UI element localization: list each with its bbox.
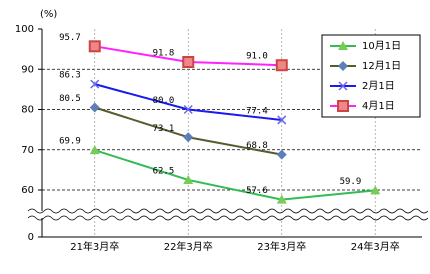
marker	[277, 115, 287, 125]
x-tick-label: 23年3月卒	[257, 240, 306, 253]
legend-marker	[337, 100, 349, 112]
x-tick-label: 21年3月卒	[70, 240, 119, 253]
x-tick-label: 24年3月卒	[351, 240, 400, 253]
marker	[276, 194, 287, 204]
data-label: 95.7	[59, 33, 81, 43]
x-tick-label: 22年3月卒	[164, 240, 213, 253]
marker	[183, 174, 194, 184]
marker	[88, 40, 101, 53]
legend-label: 4月1日	[362, 100, 395, 112]
marker	[370, 185, 381, 195]
data-label: 80.0	[153, 96, 175, 106]
legend-marker	[338, 61, 348, 71]
marker	[275, 59, 288, 72]
legend-marker	[338, 41, 348, 50]
legend: 10月1日 12月1日 2月1日 4月1日	[321, 34, 421, 118]
marker	[183, 104, 193, 115]
y-tick-label: 90	[21, 64, 34, 75]
marker	[183, 132, 194, 143]
legend-marker	[338, 81, 348, 91]
data-label: 80.5	[59, 94, 81, 104]
marker	[90, 79, 100, 89]
legend-label: 12月1日	[362, 60, 401, 72]
marker	[89, 145, 100, 155]
y-tick-label: 0	[28, 232, 34, 243]
axis-break-line	[27, 215, 429, 221]
data-label: 69.9	[59, 137, 81, 147]
data-label: 62.5	[153, 166, 175, 176]
marker	[276, 149, 287, 160]
series-line	[94, 149, 376, 201]
y-unit-label: (%)	[40, 9, 57, 20]
data-label: 86.3	[59, 71, 81, 81]
data-label: 91.8	[153, 49, 175, 59]
axis-break-line	[27, 208, 429, 214]
data-label: 68.8	[246, 141, 268, 151]
data-label: 73.1	[153, 124, 175, 134]
legend-label: 2月1日	[362, 80, 395, 92]
marker	[182, 56, 195, 69]
axis-break	[28, 211, 422, 218]
y-tick-label: 70	[21, 145, 34, 156]
y-tick-label: 60	[21, 185, 34, 196]
data-label: 77.4	[246, 106, 268, 116]
data-label: 91.0	[246, 52, 268, 62]
legend-label: 10月1日	[362, 40, 401, 52]
data-label: 57.6	[246, 186, 268, 196]
marker	[89, 102, 100, 113]
y-tick-label: 80	[21, 105, 34, 116]
data-label: 59.9	[340, 177, 362, 187]
y-tick-label: 100	[15, 24, 34, 35]
